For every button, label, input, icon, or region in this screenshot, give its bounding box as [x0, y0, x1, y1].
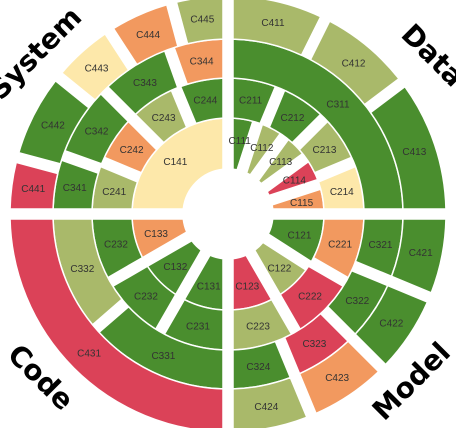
segment-c112 [245, 123, 282, 176]
segment-c445 [175, 0, 224, 45]
segment-label-c121: C121 [288, 230, 312, 241]
segment-label-c242: C242 [120, 145, 144, 156]
segment-label-c331: C331 [151, 351, 175, 362]
segment-label-c342: C342 [85, 126, 109, 137]
quadrant-title-system: System [0, 0, 88, 106]
segment-c421 [390, 218, 447, 294]
segment-c413 [369, 85, 447, 210]
segment-label-c322: C322 [345, 296, 369, 307]
segment-label-c421: C421 [409, 248, 433, 259]
segment-label-c423: C423 [325, 373, 349, 384]
segment-label-c344: C344 [190, 56, 214, 67]
segment-label-c341: C341 [63, 183, 87, 194]
segment-label-c324: C324 [246, 362, 270, 373]
segment-c441 [9, 161, 59, 210]
segment-label-c412: C412 [342, 58, 366, 69]
segment-label-c241: C241 [102, 187, 126, 198]
segment-c411 [232, 0, 322, 57]
segment-label-c113: C113 [269, 157, 293, 168]
segment-label-c214: C214 [330, 187, 354, 198]
segment-label-c222: C222 [298, 292, 322, 303]
segment-c113 [257, 138, 304, 185]
segment-c412 [309, 20, 400, 106]
segment-c444 [112, 3, 179, 66]
segment-label-c422: C422 [379, 319, 403, 330]
segment-label-c231: C231 [186, 322, 210, 333]
segment-label-c211: C211 [239, 96, 263, 107]
segment-label-c323: C323 [302, 339, 326, 350]
quadrant-title-data: Data [395, 17, 456, 93]
segment-label-c141: C141 [163, 157, 187, 168]
segment-label-c213: C213 [312, 145, 336, 156]
segment-label-c122: C122 [267, 263, 291, 274]
labels-layer: C141 C241 C242 C243 C244 C341 C342 C343 C344 C441… [21, 15, 433, 414]
segment-c431 [9, 218, 224, 428]
segment-label-c431: C431 [77, 348, 101, 359]
segment-label-c445: C445 [190, 15, 214, 26]
segment-c424 [232, 376, 308, 428]
segment-label-c221: C221 [328, 240, 352, 251]
segment-c423 [298, 340, 380, 415]
segment-label-c114: C114 [283, 176, 307, 187]
segment-label-c413: C413 [402, 147, 426, 158]
segment-label-c343: C343 [133, 78, 157, 89]
segment-label-c223: C223 [246, 322, 270, 333]
segment-c422 [354, 284, 429, 366]
segment-label-c444: C444 [136, 30, 160, 41]
segment-label-c311: C311 [326, 100, 350, 111]
segment-label-c441: C441 [21, 184, 45, 195]
segment-label-c232: C232 [104, 240, 128, 251]
segment-c442 [17, 79, 90, 165]
segment-label-c212: C212 [280, 113, 304, 124]
segment-label-c131: C131 [197, 281, 221, 292]
segment-label-c442: C442 [41, 120, 65, 131]
segment-label-c332: C332 [70, 264, 94, 275]
segment-label-c123: C123 [235, 281, 259, 292]
segment-label-c411: C411 [261, 18, 285, 29]
segment-label-c424: C424 [254, 402, 278, 413]
segment-label-c132: C132 [163, 262, 187, 273]
segment-label-c321: C321 [369, 240, 393, 251]
segment-c443 [60, 32, 130, 102]
segment-label-c112: C112 [250, 143, 274, 154]
segment-label-c232: C232 [134, 292, 158, 303]
segment-label-c243: C243 [152, 113, 176, 124]
segment-label-c111: C111 [228, 136, 251, 147]
segment-label-c244: C244 [193, 96, 217, 107]
segments-layer [9, 0, 447, 428]
segment-label-c443: C443 [85, 63, 109, 74]
segment-label-c133: C133 [144, 229, 168, 240]
segment-label-c115: C115 [290, 198, 314, 209]
